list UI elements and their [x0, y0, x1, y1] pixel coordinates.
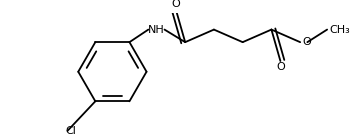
Text: O: O	[172, 0, 181, 9]
Text: O: O	[302, 37, 311, 47]
Text: CH₃: CH₃	[329, 25, 350, 35]
Text: O: O	[276, 62, 285, 72]
Text: NH: NH	[148, 25, 165, 35]
Text: Cl: Cl	[66, 126, 76, 136]
